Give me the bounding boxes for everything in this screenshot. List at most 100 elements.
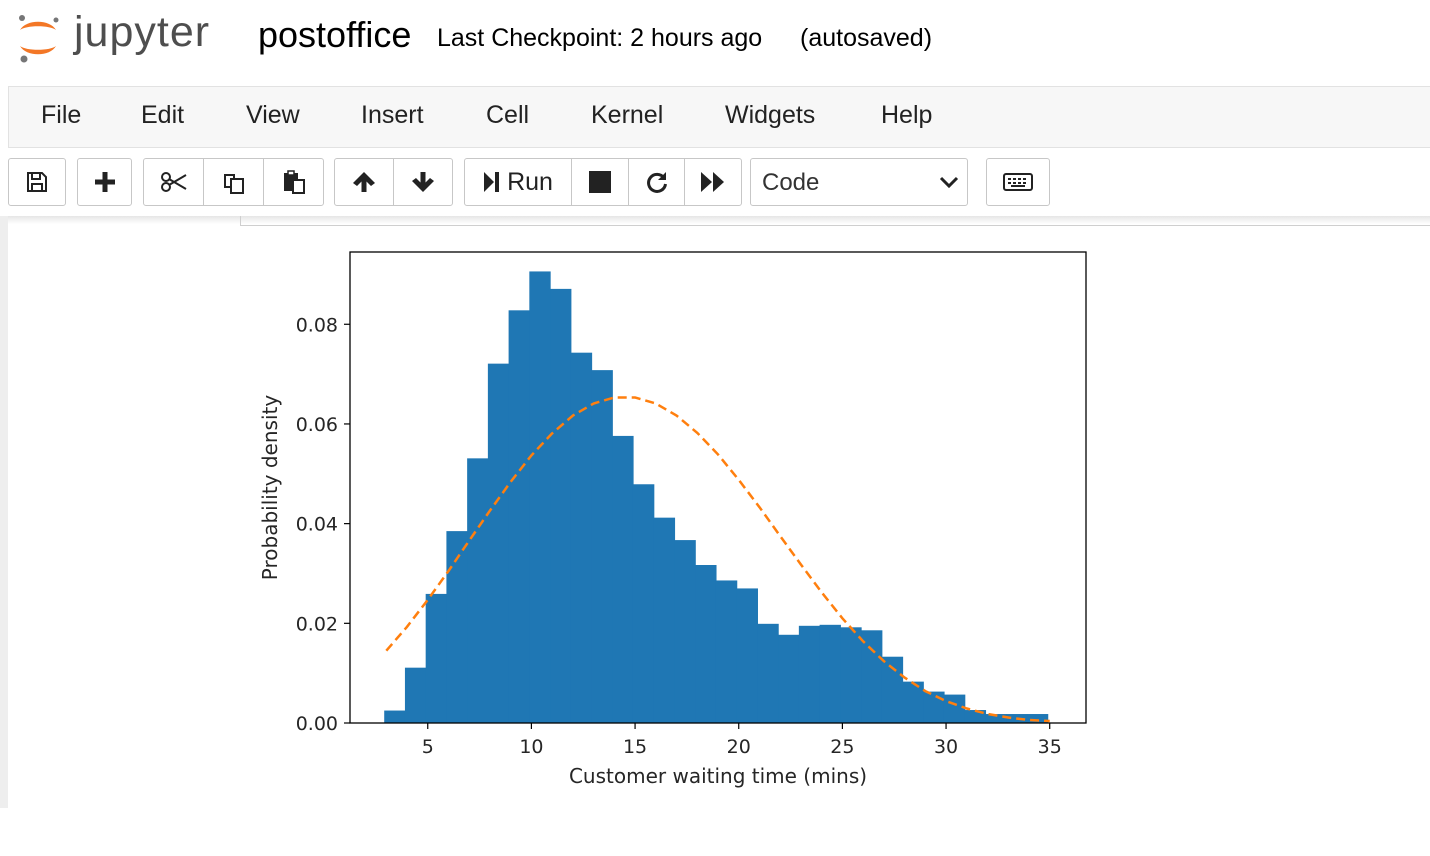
menu-help[interactable]: Help: [881, 101, 933, 129]
x-tick-label: 25: [830, 736, 854, 758]
histogram-bar: [943, 694, 966, 723]
menu-edit[interactable]: Edit: [141, 101, 185, 129]
histogram-bar: [902, 681, 924, 723]
notebook-left-margin: [0, 216, 8, 808]
run-button[interactable]: Run: [464, 158, 572, 206]
y-tick-label: 0.02: [296, 613, 338, 635]
histogram-bar: [384, 710, 406, 723]
copy-button[interactable]: [203, 158, 264, 206]
x-tick-label: 10: [519, 736, 543, 758]
autosave-status: (autosaved): [800, 24, 933, 52]
histogram-bar: [923, 691, 945, 723]
menu-cell[interactable]: Cell: [486, 101, 530, 129]
histogram-bar: [404, 667, 427, 723]
edit-group: [143, 158, 324, 206]
y-tick-label: 0.08: [296, 314, 338, 336]
run-group: Run: [464, 158, 742, 206]
move-group: [334, 158, 453, 206]
cell-type-value: Code: [762, 169, 820, 196]
x-tick-label: 35: [1038, 736, 1062, 758]
run-all-button[interactable]: [684, 158, 742, 206]
restart-icon: [646, 172, 667, 193]
copy-icon: [223, 174, 244, 194]
previous-cell-border: [240, 216, 1430, 226]
histogram-bar: [819, 624, 841, 723]
move-up-button[interactable]: [334, 158, 394, 206]
arrow-up-icon: [353, 172, 375, 192]
keyboard-icon: [1003, 173, 1033, 191]
histogram-bar: [840, 627, 862, 723]
save-group: [8, 158, 66, 206]
paste-button[interactable]: [263, 158, 324, 206]
x-tick-label: 20: [727, 736, 751, 758]
histogram-bar: [487, 363, 510, 723]
run-label: Run: [507, 167, 553, 196]
notebook-area: 5 10 15 20 25 30 35 0.00 0.02 0.04 0.06 0.08 Custome…: [0, 216, 1430, 856]
histogram-bar: [425, 593, 448, 723]
keyboard-group: [986, 158, 1050, 206]
jupyter-logo-icon[interactable]: [14, 10, 62, 66]
menubar: File Edit View Insert Cell Kernel Widget…: [8, 86, 1430, 148]
histogram-bar: [757, 623, 779, 723]
menu-file[interactable]: File: [41, 101, 82, 129]
notebook-name[interactable]: postoffice: [258, 14, 412, 55]
plot-frame: [349, 251, 1087, 724]
interrupt-button[interactable]: [571, 158, 629, 206]
x-axis-label: Customer waiting time (mins): [569, 764, 867, 788]
histogram-bar: [612, 435, 634, 723]
histogram-bar: [798, 625, 821, 723]
histogram-bar: [674, 540, 696, 723]
histogram-bar: [1026, 714, 1049, 723]
y-tick-label: 0.04: [296, 514, 338, 536]
menu-insert[interactable]: Insert: [361, 101, 424, 129]
histogram-bar: [508, 310, 530, 723]
toolbar: Run Code: [0, 150, 1430, 216]
histogram-bar: [736, 588, 758, 723]
insert-group: [77, 158, 132, 206]
histogram-bar: [446, 531, 468, 723]
save-button[interactable]: [8, 158, 66, 206]
restart-button[interactable]: [628, 158, 685, 206]
x-tick-label: 30: [934, 736, 958, 758]
checkpoint-status: Last Checkpoint: 2 hours ago: [437, 24, 763, 52]
header: jupyter postoffice Last Checkpoint: 2 ho…: [0, 0, 1430, 84]
histogram-bar: [985, 714, 1007, 723]
cell-type-select[interactable]: Code: [750, 158, 968, 206]
menu-kernel[interactable]: Kernel: [591, 101, 664, 129]
histogram-bar: [881, 656, 904, 723]
save-icon: [27, 172, 47, 192]
scissors-icon: [160, 172, 187, 192]
paste-icon: [283, 170, 305, 194]
toolbar-shadow: [0, 216, 1430, 224]
histogram-bar: [570, 352, 593, 723]
menu-widgets[interactable]: Widgets: [725, 101, 816, 129]
menu-view[interactable]: View: [246, 101, 300, 129]
step-run-icon: [484, 172, 500, 192]
histogram-bar: [715, 580, 738, 723]
plus-icon: [94, 172, 115, 192]
density-curve: [385, 396, 1050, 723]
insert-cell-button[interactable]: [77, 158, 132, 206]
cut-button[interactable]: [143, 158, 204, 206]
histogram-bar: [467, 458, 489, 723]
y-tick-label: 0.06: [296, 414, 338, 436]
arrow-down-icon: [412, 172, 434, 192]
logo-text: jupyter: [74, 8, 211, 56]
fast-forward-icon: [701, 172, 724, 192]
stop-icon: [589, 171, 611, 193]
x-tick-label: 5: [422, 736, 434, 758]
y-axis-label: Probability density: [258, 395, 282, 581]
y-tick-label: 0.00: [296, 713, 338, 735]
histogram-bar: [861, 630, 883, 723]
histogram-bar: [653, 517, 676, 723]
histogram-bar: [550, 288, 572, 723]
histogram-bar: [529, 271, 551, 723]
x-tick-label: 15: [623, 736, 647, 758]
command-palette-button[interactable]: [986, 158, 1050, 206]
histogram-bar: [778, 634, 800, 723]
histogram-chart: 5 10 15 20 25 30 35 0.00 0.02 0.04 0.06 0.08 Custome…: [258, 251, 1087, 788]
histogram-bar: [591, 370, 613, 723]
histogram-bar: [632, 484, 655, 723]
chevron-down-icon: [939, 176, 959, 189]
move-down-button[interactable]: [393, 158, 453, 206]
